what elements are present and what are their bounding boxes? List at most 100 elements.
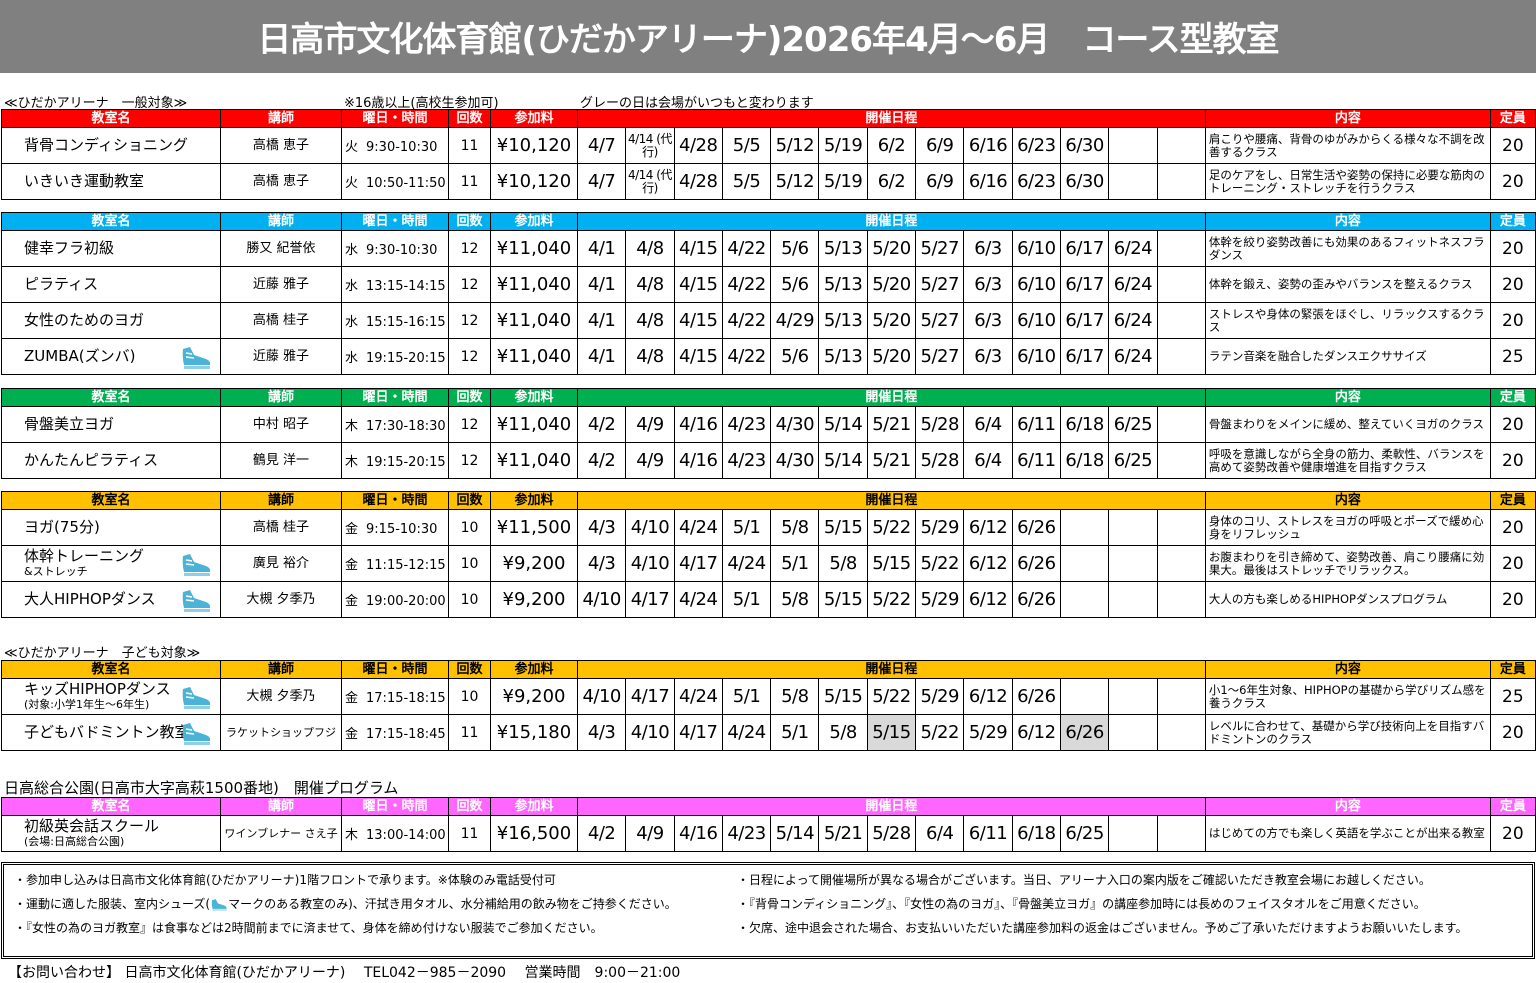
schedule-date: 5/13 <box>818 266 868 303</box>
session-count: 11 <box>448 163 491 200</box>
schedule-date: 5/12 <box>770 163 820 200</box>
table-row[interactable]: いきいき運動教室 高橋 恵子火 10:50-11:50 11 ¥10,120 4/7 4/1… <box>1 163 1536 200</box>
time: 9:30-10:30 <box>366 243 438 258</box>
schedule-date <box>1156 509 1206 546</box>
running-shoe-icon <box>182 347 211 369</box>
header-schedule: 開催日程 <box>577 109 1206 128</box>
schedule-date: 5/20 <box>866 338 917 375</box>
class-name-text: 子どもバドミントン教室 <box>24 723 190 741</box>
weekday: 木 <box>345 455 359 470</box>
schedule-date: 4/8 <box>625 338 675 375</box>
day-time: 金 17:15-18:15 <box>341 678 449 715</box>
class-description: 小1～6年生対象、HIPHOPの基礎から学びリズム感を養うクラス <box>1204 678 1491 715</box>
time: 11:15-12:15 <box>366 558 446 573</box>
schedule-date: 5/6 <box>770 266 820 303</box>
schedule-date <box>1156 266 1206 303</box>
schedule-date: 6/24 <box>1108 338 1158 375</box>
schedule-date: 4/10 <box>576 678 627 715</box>
schedule-date: 5/5 <box>721 163 772 200</box>
schedule-date: 4/23 <box>721 406 772 443</box>
header-day_time: 曜日・時間 <box>341 660 449 679</box>
schedule-date: 6/3 <box>963 302 1013 339</box>
schedule-date <box>1156 230 1206 267</box>
table-row[interactable]: かんたんピラティス 鶴見 洋一木 19:15-20:15 12 ¥11,040 4/2 4/… <box>1 442 1536 479</box>
schedule-date: 5/22 <box>866 509 917 546</box>
table-row[interactable]: ピラティス 近藤 雅子水 13:15-14:15 12 ¥11,040 4/1 4/8 4/1… <box>1 266 1536 303</box>
schedule-date: 6/17 <box>1059 302 1110 339</box>
day-time: 木 17:30-18:30 <box>341 406 449 443</box>
teacher: 高橋 恵子 <box>220 127 342 164</box>
class-name: 背骨コンディショニング <box>1 127 221 164</box>
schedule-date: 5/1 <box>770 714 820 751</box>
header-name: 教室名 <box>1 660 221 679</box>
schedule-date: 6/18 <box>1059 406 1110 443</box>
class-table: 教室名 講師 曜日・時間 回数 参加料 開催日程 内容 定員 背骨コンディショニング 高橋 恵子火… <box>1 109 1536 200</box>
table-row[interactable]: キッズHIPHOPダンス (対象:小学1年生～6年生) 大槻 夕季乃金 17:15-1… <box>1 678 1536 715</box>
table-row[interactable]: 大人HIPHOPダンス 大槻 夕季乃金 19:00-20:00 10 ¥9,200 4/1… <box>1 581 1536 618</box>
schedule-date <box>1108 815 1158 852</box>
schedule-date: 6/9 <box>915 127 965 164</box>
day-time: 木 13:00-14:00 <box>341 815 449 852</box>
header-content: 内容 <box>1204 109 1491 128</box>
table-row[interactable]: 健幸フラ初級 勝又 紀誉依水 9:30-10:30 12 ¥11,040 4/1 4/8 4/… <box>1 230 1536 267</box>
weekday: 木 <box>345 828 359 843</box>
schedule-date: 4/15 <box>673 230 723 267</box>
table-row[interactable]: 骨盤美立ヨガ 中村 昭子木 17:30-18:30 12 ¥11,040 4/2 4/9 4/… <box>1 406 1536 443</box>
header-count: 回数 <box>448 797 491 816</box>
table-row[interactable]: 女性のためのヨガ 高橋 桂子水 15:15-16:15 12 ¥11,040 4/1 4/8… <box>1 302 1536 339</box>
table-row[interactable]: 背骨コンディショニング 高橋 恵子火 9:30-10:30 11 ¥10,120 4/7 4… <box>1 127 1536 164</box>
session-count: 12 <box>448 266 491 303</box>
weekday: 水 <box>345 315 359 330</box>
header-schedule: 開催日程 <box>577 797 1206 816</box>
schedule-date: 4/23 <box>721 815 772 852</box>
header-fee: 参加料 <box>490 660 578 679</box>
header-day_time: 曜日・時間 <box>341 109 449 128</box>
table-row[interactable]: 初級英会話スクール (会場:日高総合公園) ワインブレナー さえ子木 13:00-14… <box>1 815 1536 852</box>
schedule-date: 6/24 <box>1108 230 1158 267</box>
schedule-date: 5/20 <box>866 230 917 267</box>
class-name: いきいき運動教室 <box>1 163 221 200</box>
schedule-date: 4/30 <box>770 406 820 443</box>
schedule-date: 5/15 <box>818 509 868 546</box>
schedule-date: 6/4 <box>915 815 965 852</box>
header-count: 回数 <box>448 109 491 128</box>
header-count: 回数 <box>448 388 491 407</box>
schedule-date: 5/13 <box>818 302 868 339</box>
schedule-date: 5/8 <box>770 509 820 546</box>
table-row[interactable]: ヨガ(75分) 高橋 桂子金 9:15-10:30 10 ¥11,500 4/3 4/10 4… <box>1 509 1536 546</box>
schedule-date <box>1059 678 1110 715</box>
class-description: はじめての方でも楽しく英語を学ぶことが出来る教室 <box>1204 815 1491 852</box>
schedule-date: 4/24 <box>673 509 723 546</box>
class-description: 体幹を絞り姿勢改善にも効果のあるフィットネスフラダンス <box>1204 230 1491 267</box>
schedule-date: 5/21 <box>866 406 917 443</box>
schedule-date: 6/3 <box>963 338 1013 375</box>
schedule-date: 4/10 <box>625 714 675 751</box>
capacity: 20 <box>1489 714 1536 751</box>
schedule-date: 4/9 <box>625 815 675 852</box>
table-row[interactable]: ZUMBA(ズンバ) 近藤 雅子水 19:15-20:15 12 ¥11,040 4/1 4… <box>1 338 1536 375</box>
notes-box: ・参加申し込みは日高市文化体育館(ひだかアリーナ)1階フロントで承ります。※体験… <box>1 862 1535 959</box>
running-shoe-icon <box>182 590 211 612</box>
header-schedule: 開催日程 <box>577 388 1206 407</box>
schedule-date: 4/8 <box>625 302 675 339</box>
table-row[interactable]: 体幹トレーニング &ストレッチ 廣見 裕介金 11:15-12:15 10 ¥9,200 4… <box>1 545 1536 582</box>
header-day_time: 曜日・時間 <box>341 212 449 231</box>
table-row[interactable]: 子どもバドミントン教室 ラケットショップフジ金 17:15-18:45 11 ¥15,1… <box>1 714 1536 751</box>
header-teacher: 講師 <box>220 388 342 407</box>
session-count: 10 <box>448 678 491 715</box>
schedule-date: 4/17 <box>673 714 723 751</box>
fee: ¥11,040 <box>490 302 578 339</box>
capacity: 20 <box>1489 127 1536 164</box>
weekday: 火 <box>345 176 359 191</box>
class-description: 肩こりや腰痛、背骨のゆがみからくる様々な不調を改善するクラス <box>1204 127 1491 164</box>
class-name: 体幹トレーニング &ストレッチ <box>1 545 221 582</box>
running-shoe-icon <box>182 723 211 745</box>
schedule-date: 6/30 <box>1059 127 1110 164</box>
schedule-date: 5/14 <box>818 442 868 479</box>
schedule-date: 5/15 <box>818 678 868 715</box>
schedule-date: 4/23 <box>721 442 772 479</box>
schedule-date: 6/24 <box>1108 266 1158 303</box>
schedule-date: 6/26 <box>1011 678 1061 715</box>
teacher: 近藤 雅子 <box>220 338 342 375</box>
capacity: 20 <box>1489 163 1536 200</box>
